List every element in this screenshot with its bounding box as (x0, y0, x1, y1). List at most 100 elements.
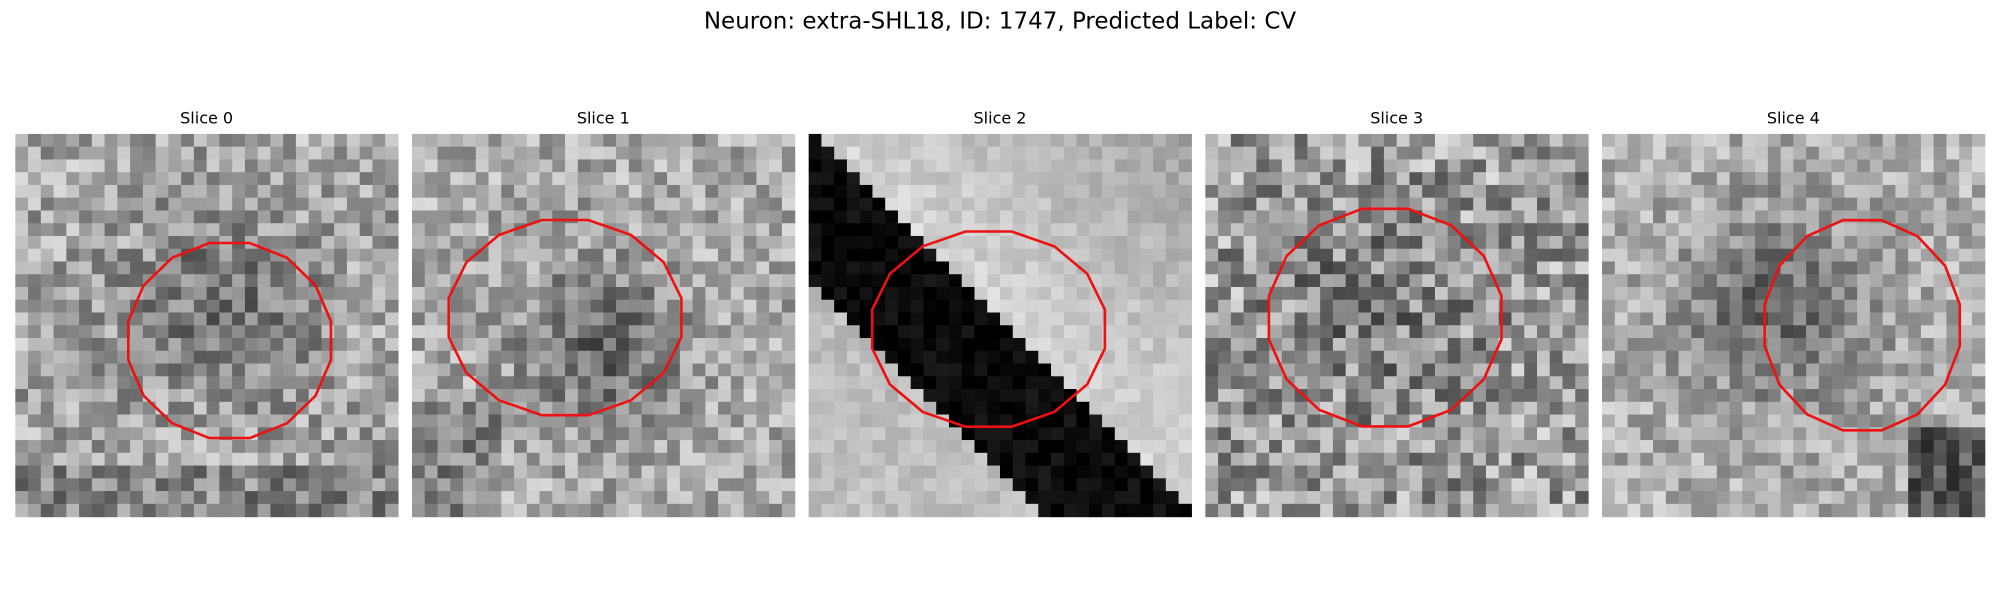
pixel (1218, 274, 1232, 288)
pixel (1895, 197, 1909, 212)
pixel (565, 299, 579, 314)
pixel (372, 427, 386, 441)
pixel (616, 389, 630, 403)
pixel (1345, 389, 1360, 403)
pixel (1755, 376, 1769, 390)
pixel (948, 491, 963, 505)
pixel (1869, 401, 1884, 416)
pixel (424, 452, 439, 467)
pixel (1818, 274, 1833, 288)
pixel (1857, 478, 1871, 492)
pixel (616, 465, 630, 479)
pixel (1895, 465, 1909, 479)
pixel (104, 274, 118, 288)
pixel (1051, 376, 1065, 390)
pixel (181, 338, 195, 352)
pixel (885, 491, 899, 505)
pixel (1575, 235, 1589, 250)
pixel (104, 286, 118, 301)
pixel (334, 389, 348, 403)
pixel (679, 478, 694, 492)
pixel (781, 274, 796, 288)
pixel (1678, 478, 1692, 492)
pixel (923, 274, 937, 288)
pixel (961, 223, 976, 237)
pixel (53, 503, 67, 518)
pixel (834, 414, 848, 428)
pixel (1345, 465, 1360, 479)
pixel (616, 376, 630, 390)
pixel (1780, 389, 1794, 403)
pixel (257, 210, 272, 224)
pixel (514, 159, 528, 173)
pixel (769, 478, 783, 492)
pixel (565, 401, 579, 416)
pixel (1127, 184, 1141, 199)
pixel (1409, 503, 1423, 518)
pixel (295, 172, 310, 186)
pixel (1165, 248, 1180, 263)
pixel (1000, 325, 1014, 339)
pixel (1614, 235, 1629, 250)
pixel (1653, 210, 1667, 224)
pixel (104, 235, 118, 250)
pixel (1780, 452, 1794, 467)
pixel (1205, 401, 1219, 416)
pixel (1614, 478, 1629, 492)
pixel (155, 210, 169, 224)
pixel (654, 338, 668, 352)
pixel (1640, 223, 1654, 237)
pixel (1498, 274, 1513, 288)
pixel (781, 248, 796, 263)
pixel (155, 427, 169, 441)
pixel (1665, 274, 1680, 288)
pixel (1549, 261, 1564, 275)
pixel (219, 184, 233, 199)
pixel (424, 363, 439, 377)
pixel (15, 414, 29, 428)
pixel (705, 261, 719, 275)
pixel (53, 325, 67, 339)
pixel (1485, 286, 1500, 301)
pixel (1256, 389, 1270, 403)
pixel (257, 261, 272, 275)
pixel (91, 350, 106, 365)
pixel (974, 389, 988, 403)
pixel (168, 440, 182, 454)
pixel (1793, 503, 1807, 518)
pixel (1153, 414, 1167, 428)
pixel (1882, 248, 1897, 263)
pixel (1485, 478, 1500, 492)
pixel (1780, 491, 1794, 505)
pixel (117, 210, 131, 224)
pixel (1831, 235, 1845, 250)
pixel (270, 376, 284, 390)
pixel (411, 491, 426, 505)
pixel (1844, 401, 1858, 416)
pixel (1230, 197, 1245, 212)
pixel (897, 197, 912, 212)
pixel (1844, 312, 1858, 326)
pixel (1602, 159, 1616, 173)
pixel (1051, 312, 1065, 326)
pixel (1602, 491, 1616, 505)
pixel (1971, 159, 1986, 173)
pixel (539, 414, 553, 428)
pixel (1371, 210, 1385, 224)
pixel (781, 338, 796, 352)
pixel (730, 261, 745, 275)
pixel (526, 248, 541, 263)
pixel (705, 274, 719, 288)
pixel (730, 401, 745, 416)
pixel (1895, 338, 1909, 352)
pixel (1536, 325, 1551, 339)
pixel (79, 312, 93, 326)
pixel (1857, 286, 1871, 301)
pixel (910, 146, 925, 161)
pixel (1243, 325, 1257, 339)
pixel (910, 491, 925, 505)
pixel (142, 133, 157, 148)
pixel (1038, 261, 1052, 275)
pixel (987, 414, 1001, 428)
pixel (91, 389, 106, 403)
